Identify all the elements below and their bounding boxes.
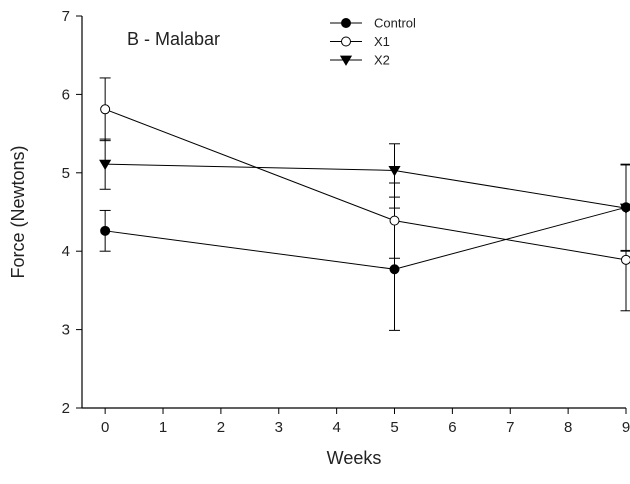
series-line: [104, 108, 627, 261]
series-x2: [99, 138, 630, 252]
x-tick-label: 5: [390, 419, 398, 436]
legend-marker: [341, 18, 351, 28]
y-tick-label: 6: [62, 86, 70, 103]
x-axis-title: Weeks: [327, 448, 382, 468]
data-point: [389, 264, 400, 275]
x-tick-label: 1: [159, 419, 167, 436]
chart-title: B - Malabar: [127, 29, 220, 49]
y-tick-label: 5: [62, 165, 70, 182]
x-tick-label: 4: [332, 419, 340, 436]
y-ticks: 2 3 4 5 6 7: [62, 8, 82, 417]
series-line: [105, 206, 627, 270]
x-tick-label: 9: [622, 419, 630, 436]
data-point: [389, 215, 400, 226]
x-tick-label: 2: [217, 419, 225, 436]
legend-marker: [339, 55, 353, 66]
y-tick-label: 4: [62, 243, 70, 260]
series-layer: [99, 77, 630, 331]
data-point: [100, 225, 111, 236]
legend-label: X2: [374, 53, 390, 68]
data-point: [621, 254, 630, 265]
series-line: [105, 163, 627, 209]
legend-item-x2: X2: [330, 53, 390, 68]
y-axis-title: Force (Newtons): [8, 145, 28, 278]
data-point: [100, 104, 111, 115]
data-point: [388, 166, 401, 177]
y-tick-label: 3: [62, 322, 70, 339]
series-x1: [99, 77, 630, 312]
y-tick-label: 7: [62, 8, 70, 25]
legend-label: X1: [374, 34, 390, 49]
x-tick-label: 0: [101, 419, 109, 436]
legend-label: Control: [374, 16, 416, 31]
legend-item-x1: X1: [330, 34, 390, 49]
data-point: [619, 203, 630, 215]
x-tick-label: 8: [564, 419, 572, 436]
x-tick-label: 3: [275, 419, 283, 436]
data-point: [99, 159, 112, 171]
legend-item-control: Control: [330, 16, 416, 31]
series-control: [99, 163, 630, 331]
legend: Control X1 X2: [330, 16, 416, 68]
legend-marker: [341, 36, 351, 47]
x-tick-label: 6: [448, 419, 456, 436]
y-tick-label: 2: [62, 400, 70, 417]
x-tick-label: 7: [506, 419, 514, 436]
axes: [81, 16, 626, 409]
x-ticks: 0 1 2 3 4 5 6 7 8 9: [101, 408, 630, 436]
